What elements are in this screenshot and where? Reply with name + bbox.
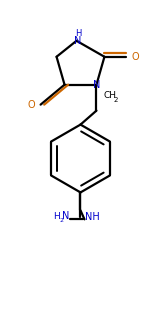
Text: O: O (28, 100, 35, 110)
Text: CH: CH (104, 91, 116, 100)
Text: O: O (132, 52, 139, 62)
Text: H: H (54, 212, 60, 221)
Text: N: N (93, 80, 100, 90)
Text: N: N (74, 36, 82, 46)
Text: H: H (75, 29, 81, 38)
Text: 2: 2 (60, 218, 64, 223)
Text: N: N (62, 211, 70, 221)
Text: 2: 2 (113, 97, 118, 103)
Text: NH: NH (85, 213, 100, 222)
